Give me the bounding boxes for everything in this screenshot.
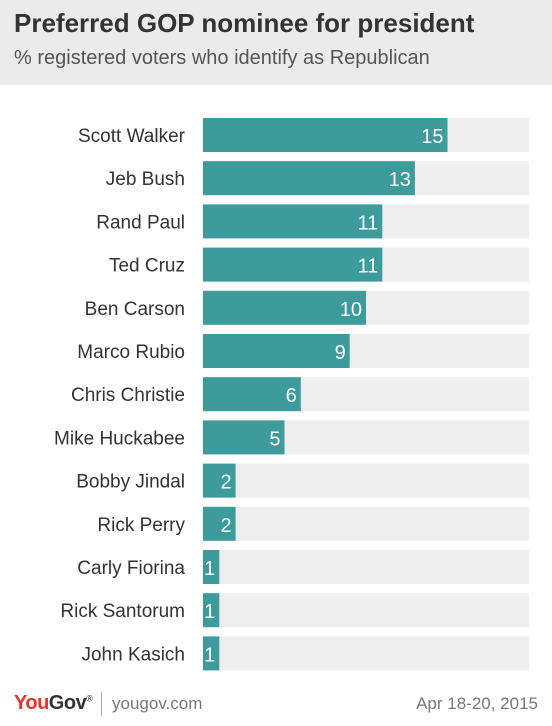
- bar-track: [203, 550, 529, 584]
- category-label: Bobby Jindal: [76, 472, 185, 493]
- bar: [203, 593, 220, 628]
- value-label: 13: [389, 169, 411, 191]
- logo-gov: Gov: [48, 692, 87, 714]
- category-label: Marco Rubio: [77, 342, 185, 363]
- bar: [203, 377, 301, 412]
- category-label: Ted Cruz: [109, 256, 185, 277]
- value-label: 6: [286, 385, 297, 407]
- chart-title: Preferred GOP nominee for president: [14, 8, 475, 38]
- chart-subtitle: % registered voters who identify as Repu…: [14, 47, 430, 69]
- bar: [203, 290, 366, 325]
- category-label: Rick Perry: [97, 515, 185, 536]
- value-label: 1: [204, 558, 215, 580]
- bar-track: [203, 636, 529, 671]
- bar: [203, 161, 415, 196]
- bar: [203, 334, 350, 368]
- value-label: 2: [220, 472, 231, 494]
- value-label: 11: [358, 256, 379, 278]
- category-label: Carly Fiorina: [77, 558, 185, 579]
- value-label: 11: [358, 212, 379, 234]
- logo-you: You: [14, 692, 49, 714]
- survey-date: Apr 18-20, 2015: [416, 694, 538, 713]
- bar: [203, 463, 236, 498]
- bar: [203, 204, 383, 239]
- yougov-logo: YouGov®: [14, 692, 93, 715]
- category-label: Chris Christie: [71, 385, 185, 406]
- category-label: Scott Walker: [78, 126, 186, 147]
- logo-registered-mark: ®: [86, 693, 93, 704]
- bar: [203, 550, 220, 584]
- value-label: 5: [269, 428, 280, 450]
- chart-footer: YouGov® yougov.com Apr 18-20, 2015: [0, 682, 552, 726]
- bar: [203, 420, 285, 455]
- bar-track: [203, 506, 529, 541]
- category-label: Rand Paul: [96, 212, 185, 233]
- chart-header: Preferred GOP nominee for president % re…: [0, 0, 552, 85]
- value-label: 9: [335, 342, 346, 364]
- bar-track: [203, 593, 529, 628]
- value-label: 1: [204, 644, 215, 666]
- category-label: Mike Huckabee: [54, 428, 185, 449]
- value-label: 10: [340, 299, 362, 321]
- category-label: Ben Carson: [85, 299, 185, 320]
- footer-divider: [101, 692, 102, 716]
- value-label: 15: [421, 126, 443, 148]
- bar: [203, 118, 448, 152]
- bar: [203, 636, 220, 671]
- site-url[interactable]: yougov.com: [112, 694, 203, 713]
- category-label: Rick Santorum: [60, 601, 185, 622]
- category-label: Jeb Bush: [106, 169, 185, 190]
- value-label: 1: [204, 601, 215, 623]
- category-label: John Kasich: [81, 644, 185, 665]
- bar-track: [203, 463, 529, 498]
- bar: [203, 506, 236, 541]
- bar: [203, 247, 383, 282]
- value-label: 2: [220, 515, 231, 537]
